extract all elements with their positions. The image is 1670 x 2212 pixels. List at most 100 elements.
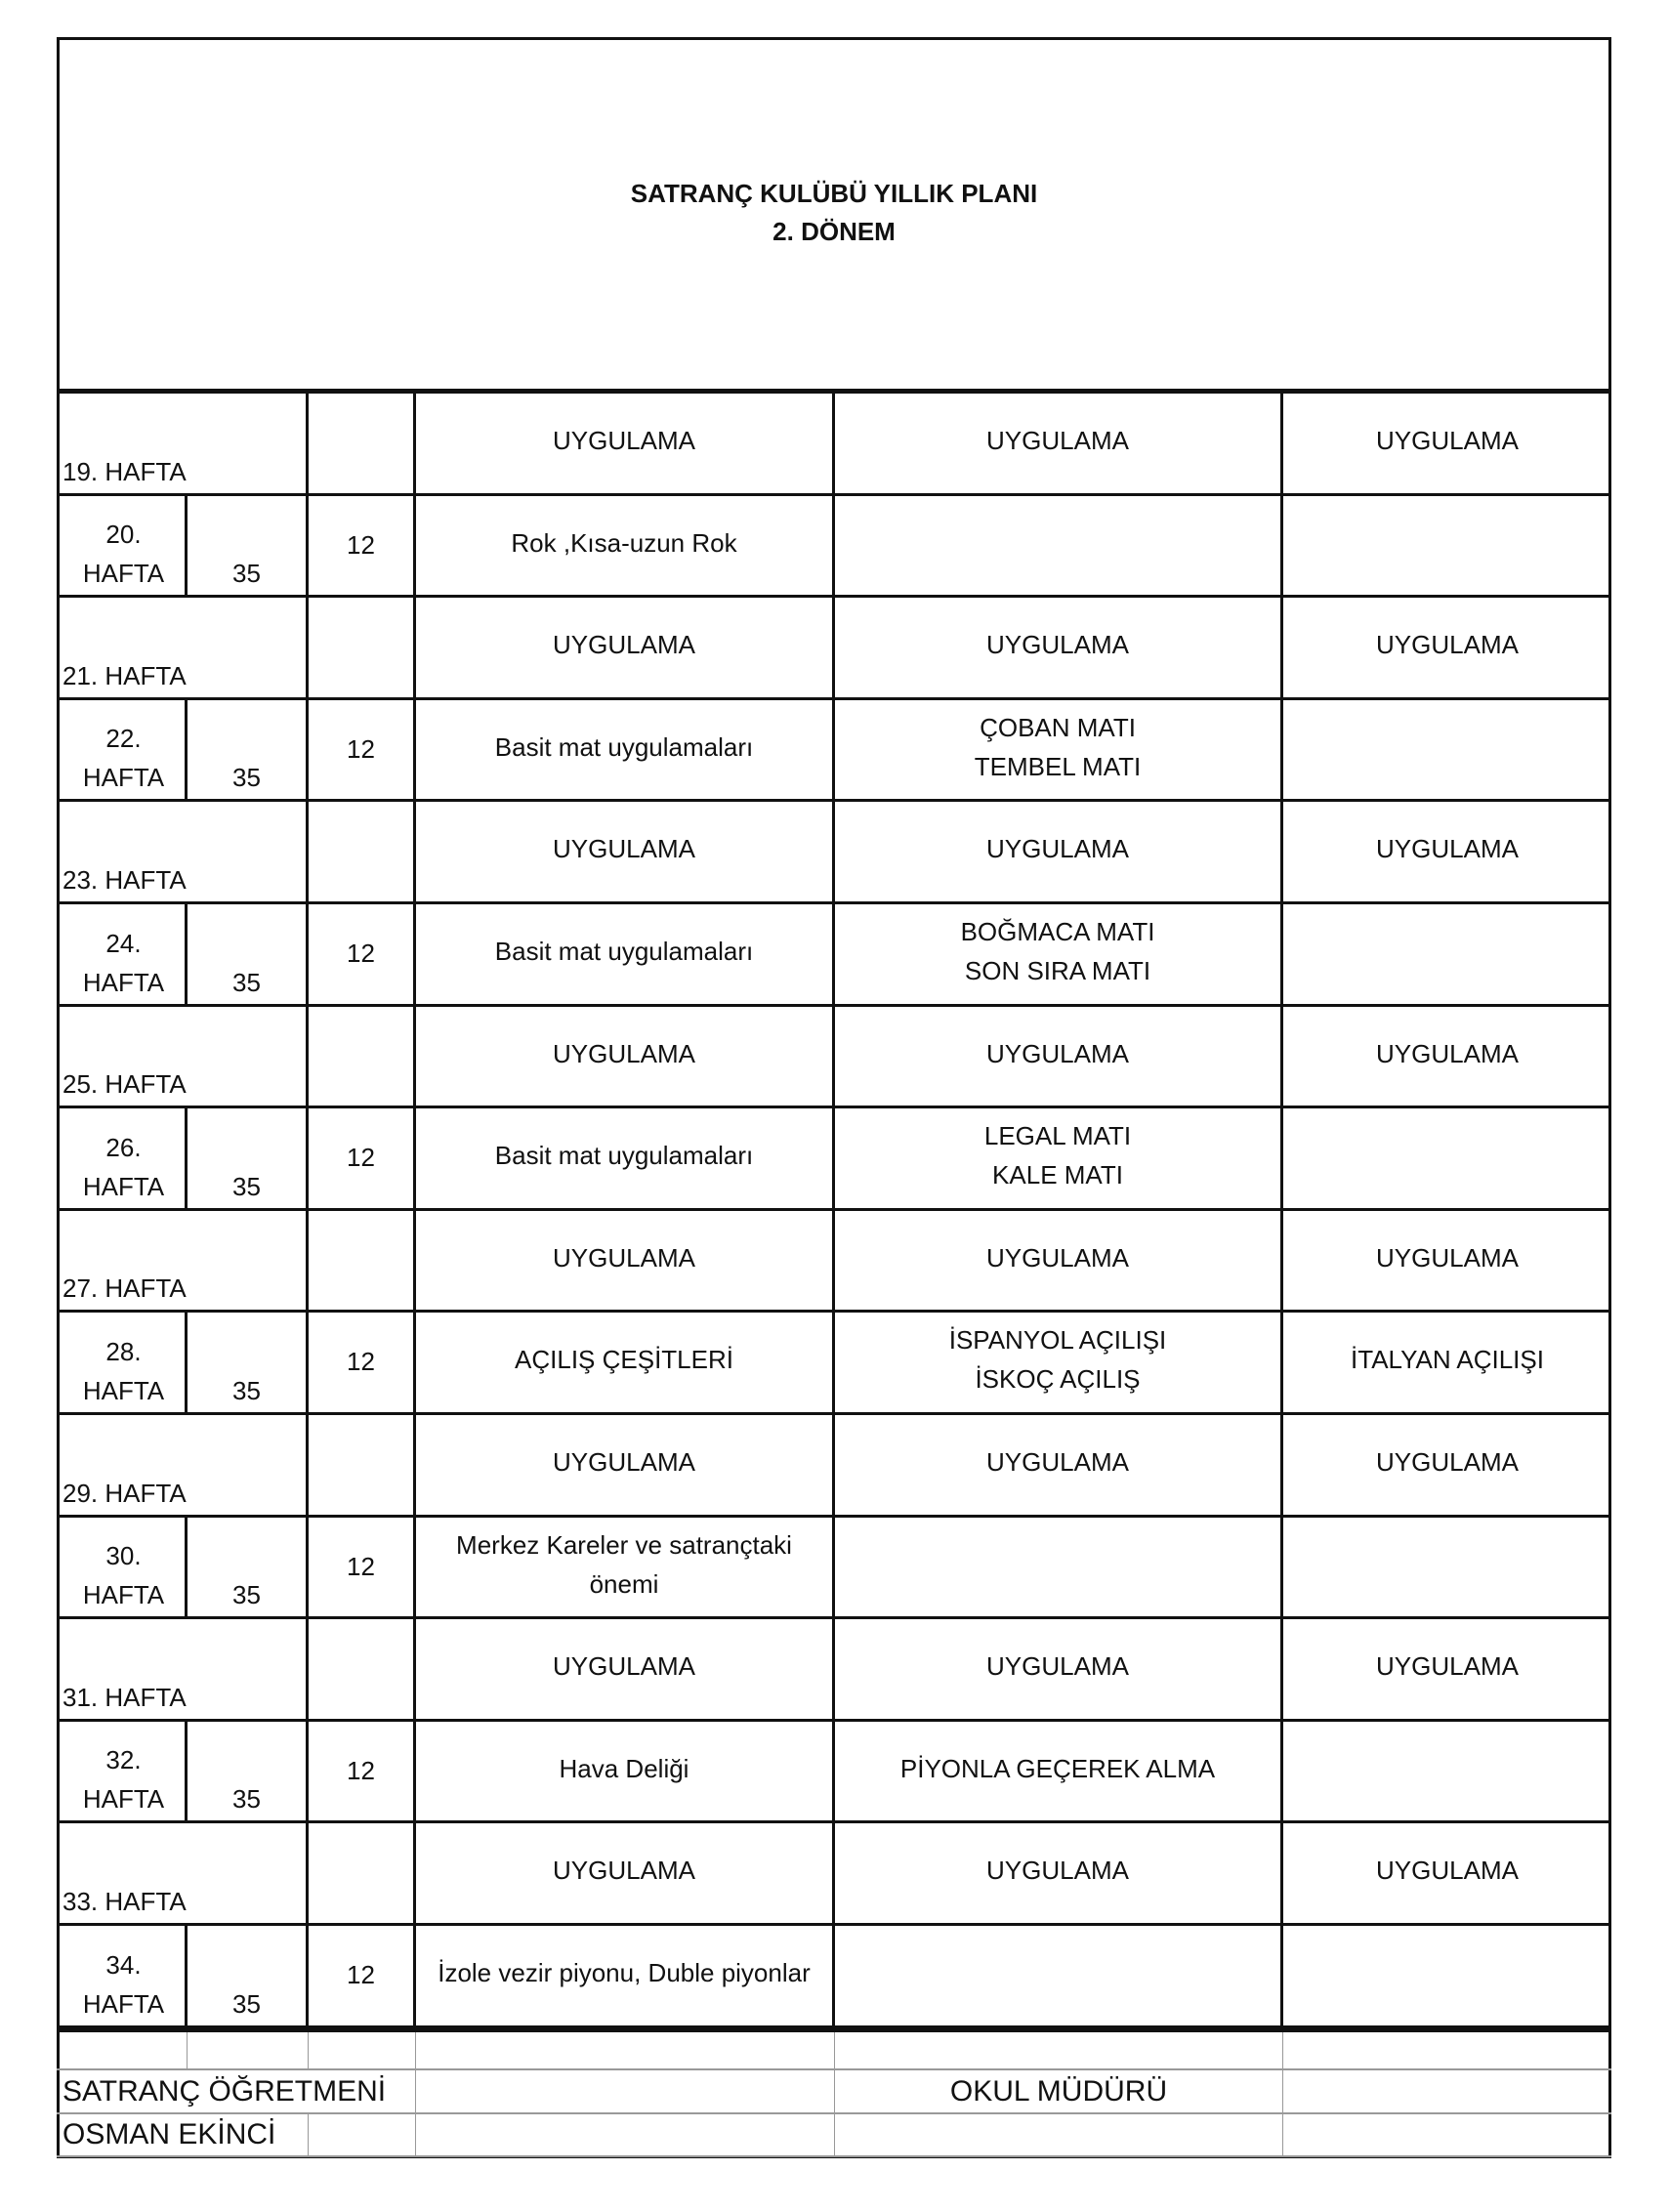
week-cell: 27. HAFTA <box>57 1210 309 1314</box>
week-label: 19. HAFTA <box>63 456 187 486</box>
cell-text: SON SIRA MATI <box>964 956 1151 985</box>
number-cell <box>309 394 416 496</box>
cell-text: UYGULAMA <box>1376 426 1519 455</box>
number-cell: 12 <box>309 495 416 599</box>
extra-cell: UYGULAMA <box>1283 1415 1611 1518</box>
footer-empty-cell <box>835 2031 1283 2070</box>
cell-text: UYGULAMA <box>986 1242 1129 1273</box>
hours-cell: 35 <box>188 699 309 803</box>
week-cell: 24. HAFTA <box>57 904 188 1007</box>
detail-cell: UYGULAMA <box>835 1006 1283 1109</box>
cell-text: UYGULAMA <box>986 426 1129 455</box>
extra-cell <box>1283 1926 1611 2028</box>
topic-cell: UYGULAMA <box>416 1823 835 1926</box>
cell-text: UYGULAMA <box>553 1038 695 1068</box>
week-cell: 26. HAFTA <box>57 1108 188 1211</box>
cell-text: BOĞMACA MATI <box>960 917 1155 946</box>
cell-text: UYGULAMA <box>553 834 695 864</box>
footer-empty-cell <box>309 2031 416 2070</box>
cell-text: PİYONLA GEÇEREK ALMA <box>899 1753 1216 1783</box>
cell-text: Basit mat uygulamaları <box>494 937 754 966</box>
detail-cell: İSPANYOL AÇILIŞI İSKOÇ AÇILIŞ <box>835 1313 1283 1415</box>
week-label: 28. HAFTA <box>82 1336 165 1405</box>
hours-cell: 35 <box>188 1313 309 1415</box>
extra-cell: İTALYAN AÇILIŞI <box>1283 1313 1611 1415</box>
number-value: 12 <box>347 1551 375 1581</box>
cell-text: UYGULAMA <box>553 1447 695 1477</box>
extra-cell: UYGULAMA <box>1283 802 1611 904</box>
extra-cell: UYGULAMA <box>1283 1619 1611 1722</box>
detail-cell: LEGAL MATI KALE MATI <box>835 1108 1283 1211</box>
extra-cell: UYGULAMA <box>1283 1211 1611 1314</box>
week-label: 22. HAFTA <box>82 724 165 793</box>
footer-empty-cell <box>188 2031 309 2070</box>
topic-cell: UYGULAMA <box>416 598 835 700</box>
extra-cell: UYGULAMA <box>1283 1007 1611 1109</box>
hours-cell: 35 <box>188 1517 309 1620</box>
number-cell: 12 <box>309 904 416 1007</box>
hours-value: 35 <box>232 1784 261 1815</box>
principal-title-cell: OKUL MÜDÜRÜ <box>835 2070 1283 2114</box>
page-subtitle: 2. DÖNEM <box>772 217 896 246</box>
cell-text: ÇOBAN MATI <box>980 712 1136 742</box>
detail-cell <box>835 1517 1283 1620</box>
week-cell: 33. HAFTA <box>57 1823 309 1926</box>
cell-text: KALE MATI <box>992 1160 1123 1190</box>
cell-text: UYGULAMA <box>1376 1447 1519 1477</box>
footer-empty-cell <box>416 2070 835 2114</box>
topic-cell: Basit mat uygulamaları <box>416 904 835 1007</box>
footer-empty-cell <box>1283 2114 1611 2157</box>
week-label: 34. HAFTA <box>82 1949 165 2019</box>
cell-text: önemi <box>589 1568 659 1599</box>
cell-text: UYGULAMA <box>1376 834 1519 864</box>
number-value: 12 <box>347 1755 375 1785</box>
detail-cell: UYGULAMA <box>835 1415 1283 1518</box>
number-value: 12 <box>347 529 375 560</box>
cell-text: UYGULAMA <box>986 630 1129 660</box>
week-cell: 28. HAFTA <box>57 1313 188 1415</box>
week-label: 27. HAFTA <box>63 1273 187 1304</box>
cell-text: İTALYAN AÇILIŞI <box>1351 1345 1544 1375</box>
number-cell: 12 <box>309 699 416 803</box>
week-cell: 32. HAFTA <box>57 1721 188 1824</box>
hours-cell: 35 <box>188 495 309 599</box>
hours-value: 35 <box>232 1171 261 1201</box>
extra-cell <box>1283 700 1611 803</box>
document-header: SATRANÇ KULÜBÜ YILLIK PLANI 2. DÖNEM <box>57 37 1611 394</box>
cell-text: Hava Deliği <box>559 1753 689 1783</box>
detail-cell: UYGULAMA <box>835 1823 1283 1926</box>
number-value: 12 <box>347 1143 375 1173</box>
detail-cell: UYGULAMA <box>835 598 1283 700</box>
cell-text: UYGULAMA <box>1376 1038 1519 1068</box>
week-label: 29. HAFTA <box>63 1478 187 1508</box>
topic-cell: Merkez Kareler ve satrançtaki önemi <box>416 1517 835 1620</box>
cell-text: UYGULAMA <box>553 1856 695 1886</box>
number-cell <box>309 802 416 904</box>
topic-cell: UYGULAMA <box>416 1619 835 1722</box>
cell-text: Basit mat uygulamaları <box>494 731 754 762</box>
number-cell <box>309 1619 416 1722</box>
detail-cell: UYGULAMA <box>835 802 1283 904</box>
topic-cell: UYGULAMA <box>416 394 835 496</box>
topic-cell: UYGULAMA <box>416 1210 835 1314</box>
teacher-name-cell: OSMAN EKİNCİ <box>57 2114 309 2157</box>
hours-value: 35 <box>232 559 261 589</box>
week-label: 33. HAFTA <box>63 1886 187 1916</box>
topic-cell: Basit mat uygulamaları <box>416 1108 835 1211</box>
number-value: 12 <box>347 1347 375 1377</box>
week-cell: 22. HAFTA <box>57 699 188 803</box>
teacher-title: SATRANÇ ÖĞRETMENİ <box>63 2074 387 2108</box>
number-cell: 12 <box>309 1108 416 1211</box>
week-cell: 30. HAFTA <box>57 1517 188 1620</box>
number-cell: 12 <box>309 1926 416 2028</box>
cell-text: UYGULAMA <box>986 1651 1129 1682</box>
topic-cell: Hava Deliği <box>416 1721 835 1824</box>
week-label: 20. HAFTA <box>82 520 165 589</box>
detail-cell: UYGULAMA <box>835 1619 1283 1722</box>
cell-text: Rok ,Kısa-uzun Rok <box>511 527 737 558</box>
cell-text: UYGULAMA <box>1376 1651 1519 1682</box>
cell-text: İSKOÇ AÇILIŞ <box>975 1364 1141 1395</box>
cell-text: UYGULAMA <box>986 1447 1129 1477</box>
hours-value: 35 <box>232 1988 261 2019</box>
number-cell <box>309 1823 416 1926</box>
